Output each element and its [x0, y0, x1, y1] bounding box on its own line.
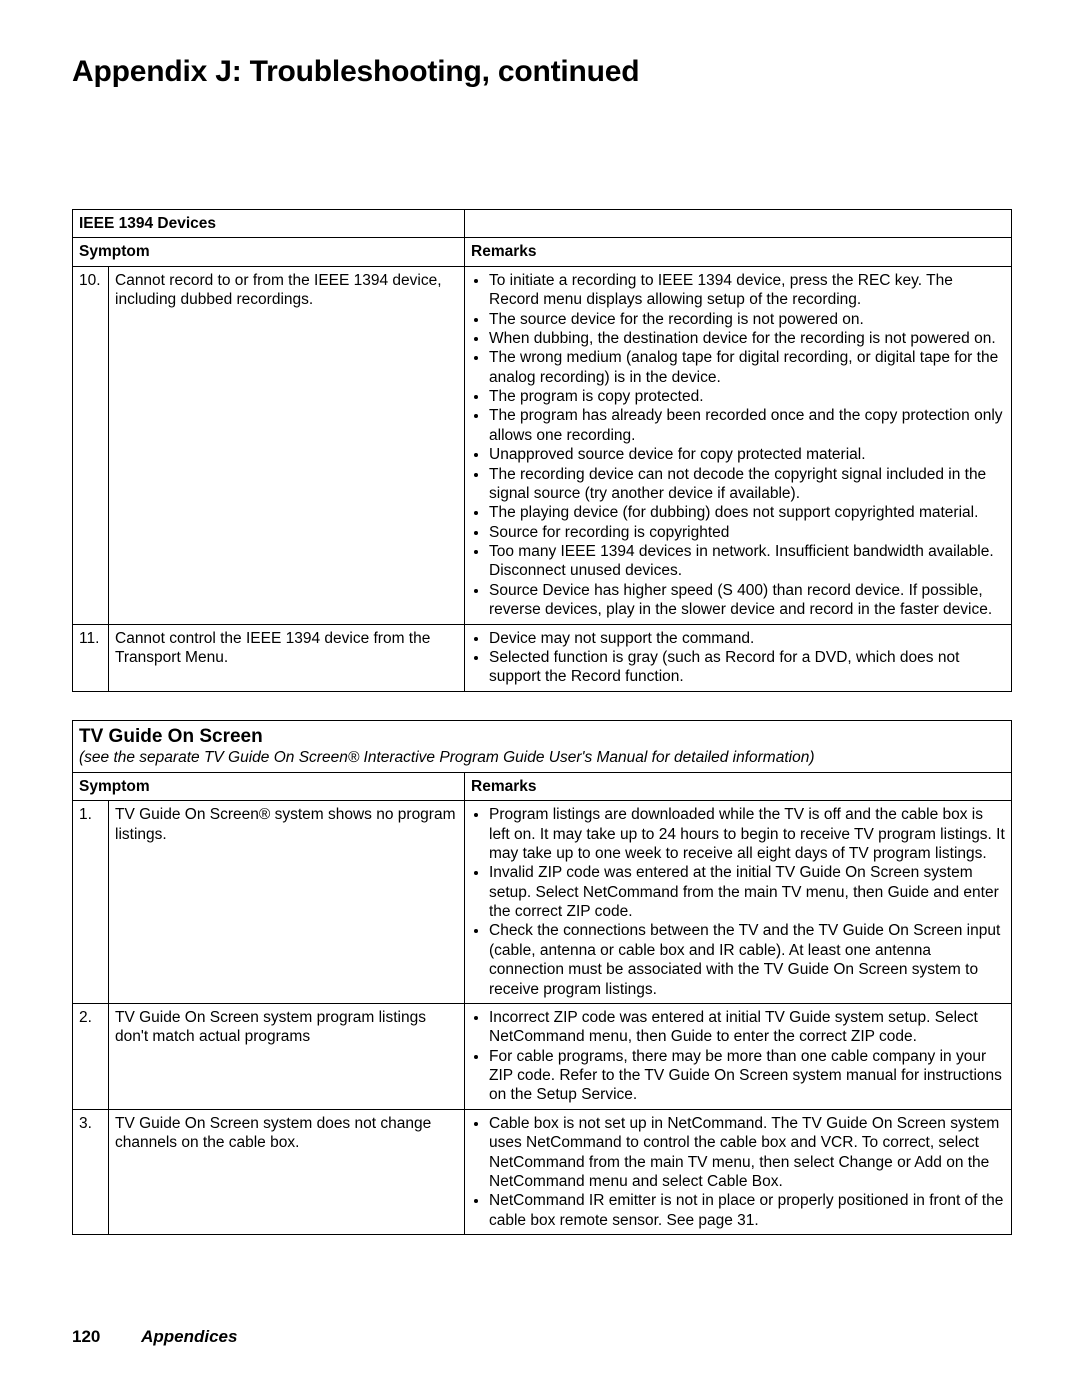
symptom-cell: TV Guide On Screen system does not chang… — [109, 1109, 465, 1234]
table-section-subtitle-row: (see the separate TV Guide On Screen® In… — [73, 748, 1012, 772]
tvg-section-subtitle-cell: (see the separate TV Guide On Screen® In… — [73, 748, 1012, 772]
list-item: Check the connections between the TV and… — [489, 921, 1005, 999]
table-header-row: Symptom Remarks — [73, 238, 1012, 266]
row-number: 3. — [73, 1109, 109, 1234]
tvg-section-title: TV Guide On Screen — [79, 725, 1005, 749]
ieee-1394-table: IEEE 1394 Devices Symptom Remarks 10. Ca… — [72, 209, 1012, 692]
list-item: Program listings are downloaded while th… — [489, 805, 1005, 863]
remarks-header: Remarks — [465, 772, 1012, 800]
symptom-cell: TV Guide On Screen system program listin… — [109, 1003, 465, 1109]
table-row: 10. Cannot record to or from the IEEE 13… — [73, 266, 1012, 624]
list-item: NetCommand IR emitter is not in place or… — [489, 1191, 1005, 1230]
symptom-cell: TV Guide On Screen® system shows no prog… — [109, 801, 465, 1004]
list-item: Too many IEEE 1394 devices in network. I… — [489, 542, 1005, 581]
page-title: Appendix J: Troubleshooting, continued — [72, 55, 1012, 89]
list-item: The playing device (for dubbing) does no… — [489, 503, 1005, 522]
ieee-section-title-blank — [465, 210, 1012, 238]
page-footer: 120 Appendices — [72, 1327, 237, 1347]
remarks-header: Remarks — [465, 238, 1012, 266]
list-item: The program is copy protected. — [489, 387, 1005, 406]
table-spacer — [72, 692, 1012, 720]
list-item: The recording device can not decode the … — [489, 465, 1005, 504]
list-item: Source for recording is copyrighted — [489, 523, 1005, 542]
page-number: 120 — [72, 1327, 100, 1346]
remarks-cell: Device may not support the command.Selec… — [465, 624, 1012, 691]
list-item: Invalid ZIP code was entered at the init… — [489, 863, 1005, 921]
row-number: 2. — [73, 1003, 109, 1109]
remarks-list: Program listings are downloaded while th… — [471, 805, 1005, 999]
list-item: The source device for the recording is n… — [489, 310, 1005, 329]
symptom-cell: Cannot control the IEEE 1394 device from… — [109, 624, 465, 691]
row-number: 10. — [73, 266, 109, 624]
list-item: When dubbing, the destination device for… — [489, 329, 1005, 348]
table-row: 1. TV Guide On Screen® system shows no p… — [73, 801, 1012, 1004]
symptom-header: Symptom — [73, 772, 465, 800]
page-section-label: Appendices — [141, 1327, 237, 1346]
remarks-cell: Program listings are downloaded while th… — [465, 801, 1012, 1004]
list-item: Unapproved source device for copy protec… — [489, 445, 1005, 464]
tvg-section-title-cell: TV Guide On Screen — [73, 720, 1012, 748]
list-item: Incorrect ZIP code was entered at initia… — [489, 1008, 1005, 1047]
list-item: For cable programs, there may be more th… — [489, 1047, 1005, 1105]
symptom-header: Symptom — [73, 238, 465, 266]
tv-guide-table: TV Guide On Screen (see the separate TV … — [72, 720, 1012, 1235]
list-item: Source Device has higher speed (S 400) t… — [489, 581, 1005, 620]
remarks-list: To initiate a recording to IEEE 1394 dev… — [471, 271, 1005, 620]
document-page: Appendix J: Troubleshooting, continued I… — [0, 0, 1080, 1397]
table-section-header-row: IEEE 1394 Devices — [73, 210, 1012, 238]
symptom-cell: Cannot record to or from the IEEE 1394 d… — [109, 266, 465, 624]
remarks-list: Incorrect ZIP code was entered at initia… — [471, 1008, 1005, 1105]
list-item: To initiate a recording to IEEE 1394 dev… — [489, 271, 1005, 310]
list-item: Device may not support the command. — [489, 629, 1005, 648]
remarks-cell: Incorrect ZIP code was entered at initia… — [465, 1003, 1012, 1109]
remarks-list: Device may not support the command.Selec… — [471, 629, 1005, 687]
table-header-row: Symptom Remarks — [73, 772, 1012, 800]
list-item: The program has already been recorded on… — [489, 406, 1005, 445]
ieee-section-title: IEEE 1394 Devices — [73, 210, 465, 238]
row-number: 11. — [73, 624, 109, 691]
table-section-header-row: TV Guide On Screen — [73, 720, 1012, 748]
remarks-cell: To initiate a recording to IEEE 1394 dev… — [465, 266, 1012, 624]
table-row: 3. TV Guide On Screen system does not ch… — [73, 1109, 1012, 1234]
table-row: 11. Cannot control the IEEE 1394 device … — [73, 624, 1012, 691]
list-item: Selected function is gray (such as Recor… — [489, 648, 1005, 687]
list-item: The wrong medium (analog tape for digita… — [489, 348, 1005, 387]
row-number: 1. — [73, 801, 109, 1004]
remarks-cell: Cable box is not set up in NetCommand. T… — [465, 1109, 1012, 1234]
tvg-section-subtitle: (see the separate TV Guide On Screen® In… — [79, 748, 1005, 767]
table-row: 2. TV Guide On Screen system program lis… — [73, 1003, 1012, 1109]
list-item: Cable box is not set up in NetCommand. T… — [489, 1114, 1005, 1192]
remarks-list: Cable box is not set up in NetCommand. T… — [471, 1114, 1005, 1230]
